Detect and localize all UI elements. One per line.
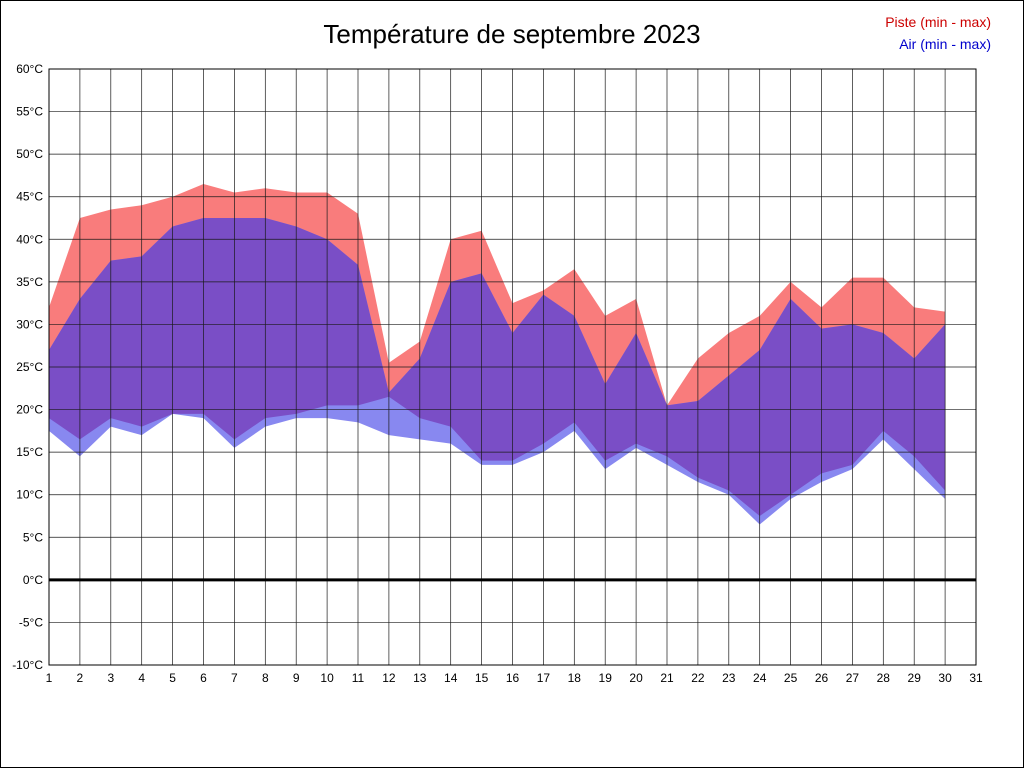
x-tick-label: 27 <box>846 671 860 685</box>
y-tick-label: 15°C <box>16 445 43 459</box>
x-tick-label: 20 <box>629 671 643 685</box>
x-tick-label: 17 <box>537 671 551 685</box>
y-tick-label: 10°C <box>16 488 43 502</box>
x-tick-label: 1 <box>46 671 53 685</box>
legend-piste-label: Piste (min - max) <box>885 14 991 30</box>
chart-title: Température de septembre 2023 <box>323 19 701 49</box>
x-tick-label: 13 <box>413 671 427 685</box>
x-tick-label: 21 <box>660 671 674 685</box>
x-axis-labels: 1 2 3 4 5 6 7 8 9 10 11 12 13 14 15 16 17 18 19 20 21 22 23 24 2… <box>46 671 983 685</box>
plot-border <box>48 68 977 666</box>
x-tick-label: 14 <box>444 671 458 685</box>
y-tick-label: 60°C <box>16 62 43 76</box>
x-tick-label: 5 <box>169 671 176 685</box>
legend-air-label: Air (min - max) <box>899 36 991 52</box>
x-tick-label: 2 <box>77 671 84 685</box>
x-tick-label: 28 <box>877 671 891 685</box>
x-tick-label: 3 <box>107 671 114 685</box>
x-tick-label: 25 <box>784 671 798 685</box>
x-tick-label: 23 <box>722 671 736 685</box>
x-tick-label: 24 <box>753 671 767 685</box>
x-tick-label: 15 <box>475 671 489 685</box>
x-tick-label: 26 <box>815 671 829 685</box>
x-tick-label: 31 <box>969 671 983 685</box>
y-tick-label: 20°C <box>16 403 43 417</box>
x-tick-label: 9 <box>293 671 300 685</box>
grid-lines <box>48 68 977 666</box>
x-tick-label: 18 <box>568 671 582 685</box>
x-tick-label: 29 <box>908 671 922 685</box>
y-tick-label: 50°C <box>16 147 43 161</box>
y-tick-label: 45°C <box>16 190 43 204</box>
x-tick-label: 7 <box>231 671 238 685</box>
x-tick-label: 30 <box>938 671 952 685</box>
y-tick-label: -5°C <box>19 615 43 629</box>
x-tick-label: 12 <box>382 671 396 685</box>
y-tick-label: 5°C <box>23 530 43 544</box>
chart-legend: Piste (min - max) Air (min - max) <box>885 11 991 55</box>
x-tick-label: 22 <box>691 671 705 685</box>
x-tick-label: 11 <box>352 671 365 685</box>
x-tick-label: 6 <box>200 671 207 685</box>
y-tick-label: 30°C <box>16 317 43 331</box>
y-tick-label: -10°C <box>12 658 43 672</box>
x-tick-label: 8 <box>262 671 269 685</box>
x-tick-label: 16 <box>506 671 520 685</box>
y-tick-label: 35°C <box>16 275 43 289</box>
x-tick-label: 4 <box>138 671 145 685</box>
y-tick-label: 0°C <box>23 573 43 587</box>
y-tick-label: 55°C <box>16 105 43 119</box>
y-axis-labels: 60°C 55°C 50°C 45°C 40°C 35°C 30°C 25°C 20°C 15°C… <box>12 62 43 672</box>
y-tick-label: 40°C <box>16 232 43 246</box>
x-tick-label: 19 <box>599 671 613 685</box>
x-tick-label: 10 <box>320 671 334 685</box>
y-tick-label: 25°C <box>16 360 43 374</box>
